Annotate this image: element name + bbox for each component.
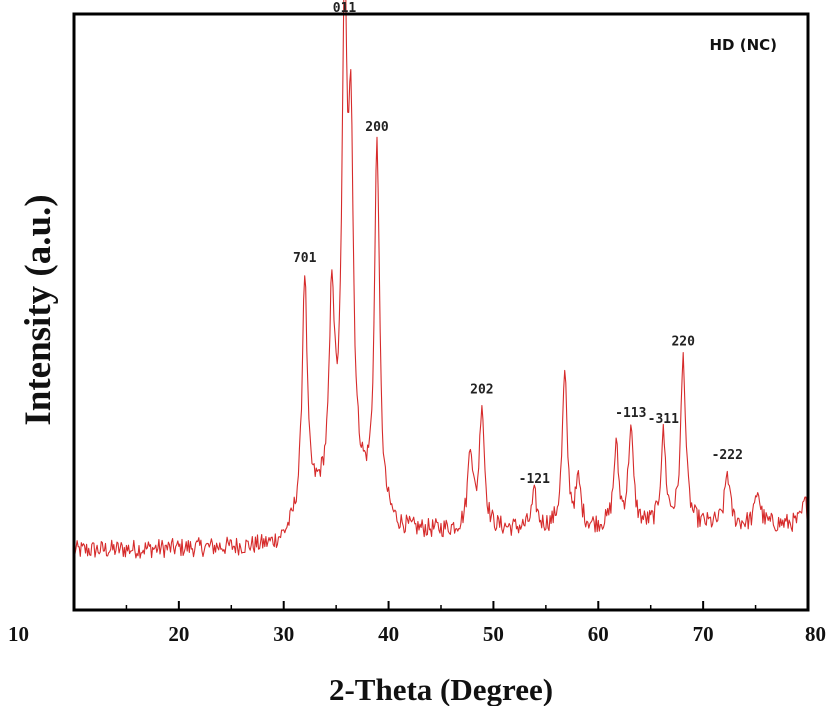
series-line [73,0,809,559]
peak-label: 200 [365,120,389,135]
peak-label: -113 [615,406,646,421]
x-tick-label: 40 [378,622,399,646]
peak-label: 220 [671,335,695,350]
legend-label: HD (NC) [710,36,778,54]
x-tick-label: 60 [588,622,609,646]
plot-area [73,0,809,559]
x-axis-title: 2-Theta (Degree) [329,672,553,706]
x-tick-label: 80 [805,622,826,646]
peak-label: 701 [293,251,317,266]
peak-label: 011 [333,1,357,16]
peak-label: -311 [648,412,679,427]
peak-label: -121 [519,472,550,487]
peak-labels: 701 011 200 202 -121 -113 -311 220 -222 [293,1,743,487]
x-tick-label: 50 [483,622,504,646]
x-axis: 10 20 30 40 50 60 70 80 [8,601,826,646]
x-tick-label: 10 [8,622,29,646]
x-tick-label: 30 [273,622,294,646]
x-tick-label: 20 [168,622,189,646]
peak-label: -222 [712,448,743,463]
peak-label: 202 [470,382,493,397]
x-tick-label: 70 [693,622,714,646]
y-axis-title: Intensity (a.u.) [18,194,59,425]
